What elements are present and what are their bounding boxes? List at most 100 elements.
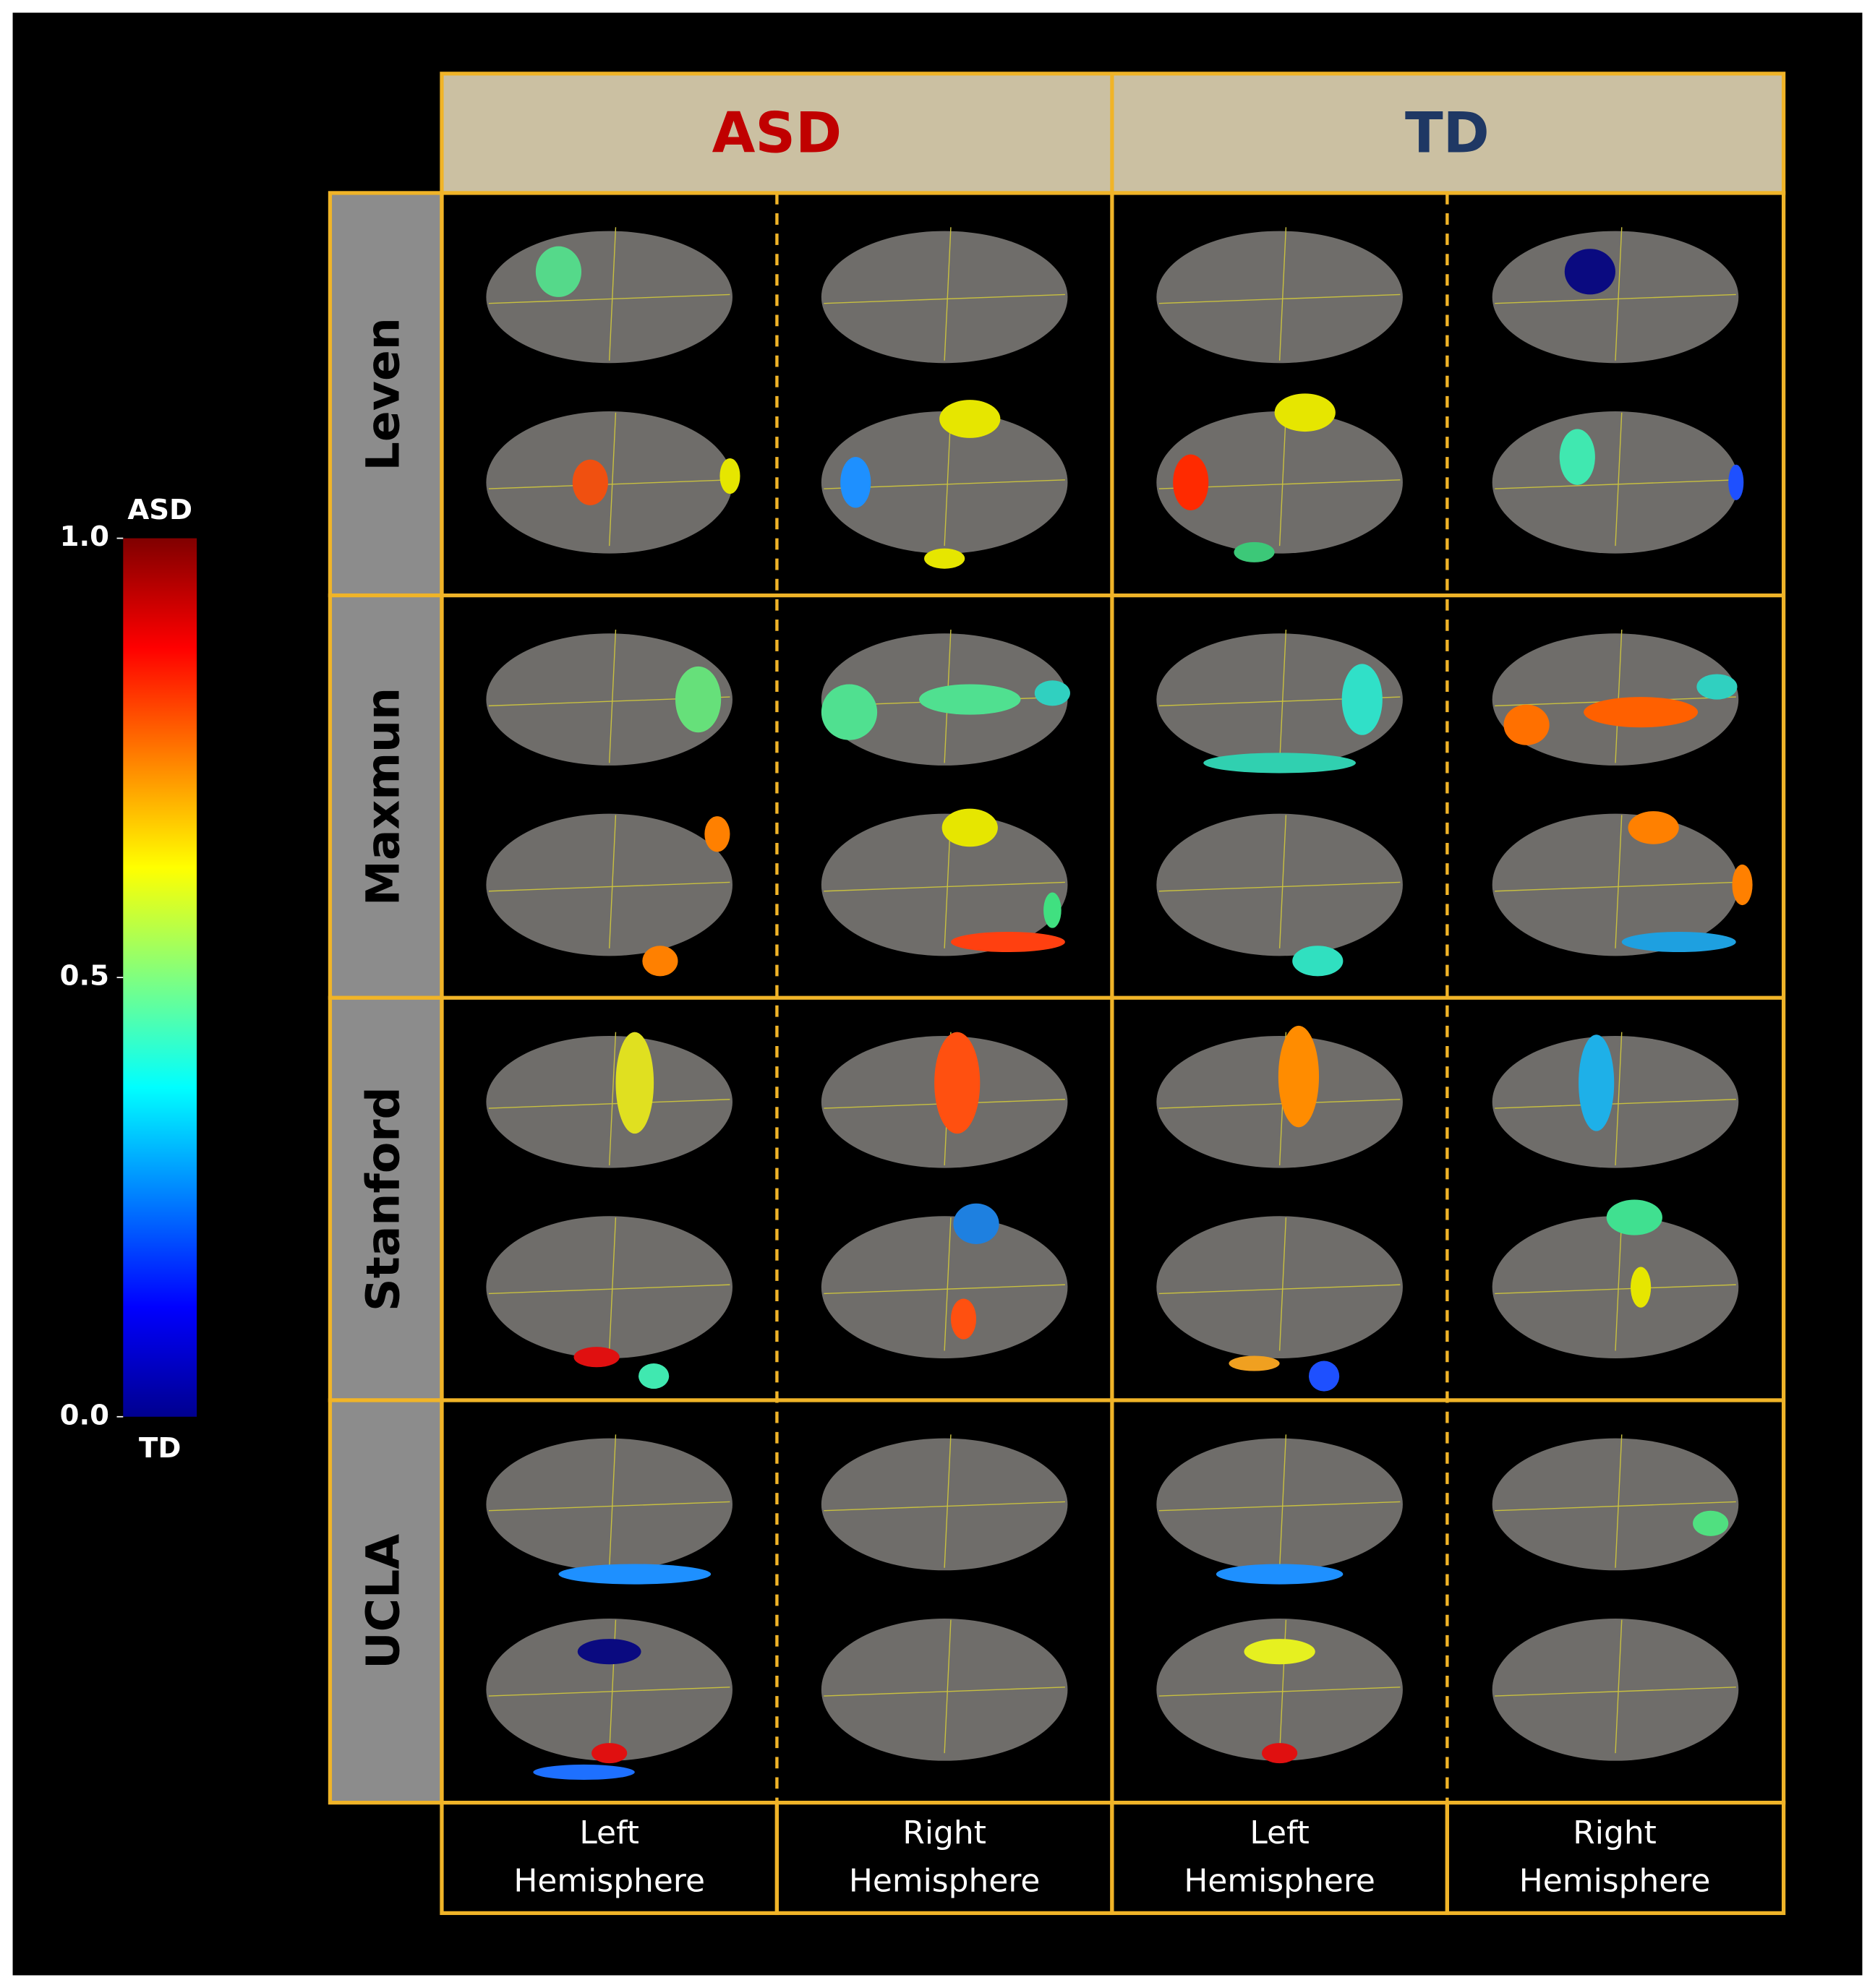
brain-guide [1495, 1099, 1736, 1109]
region [1584, 697, 1699, 728]
column-label: Left Hemisphere [1184, 1814, 1375, 1900]
brain [1156, 633, 1403, 766]
brain-guide [944, 1217, 952, 1351]
region [533, 1764, 635, 1781]
region [1262, 1743, 1298, 1764]
brain [1156, 1618, 1403, 1761]
region [675, 666, 722, 733]
region [950, 931, 1065, 953]
brain-guide [1495, 294, 1736, 304]
brain-guide [824, 294, 1065, 304]
brain-guide [1278, 227, 1287, 361]
brain [1492, 1438, 1739, 1571]
brain-guide [1158, 1687, 1401, 1697]
column-label-box [774, 1800, 1114, 1916]
column-label-box [1110, 1800, 1450, 1916]
region [1034, 680, 1070, 706]
brain-guide [608, 1217, 617, 1351]
region [591, 1743, 628, 1764]
brain-guide [1278, 629, 1287, 763]
brain-guide [608, 1032, 617, 1166]
column-label: Right Hemisphere [848, 1814, 1041, 1900]
region [535, 246, 582, 297]
brain-guide [1278, 1434, 1287, 1568]
brain [1492, 411, 1739, 554]
brain-guide [1158, 294, 1401, 304]
brain [821, 231, 1068, 364]
region [1579, 1034, 1615, 1131]
brain-guide [1278, 1217, 1287, 1351]
region [638, 1363, 670, 1389]
region [1309, 1361, 1340, 1392]
brain-guide [824, 1501, 1065, 1512]
brain [1156, 813, 1403, 956]
brain-guide [488, 1501, 730, 1512]
row-label: Maxmun [356, 687, 409, 906]
brain [1492, 1216, 1739, 1358]
brain-guide [488, 1099, 730, 1109]
brain-guide [1278, 412, 1287, 547]
row-label: Stanford [356, 1087, 409, 1311]
region [704, 816, 730, 852]
region [642, 946, 678, 977]
region [1173, 454, 1209, 510]
region [821, 684, 878, 740]
brain-guide [1615, 1032, 1623, 1166]
region [840, 457, 871, 508]
brain-guide [1495, 1687, 1736, 1697]
region [1732, 864, 1753, 906]
region [1274, 393, 1336, 432]
brain-guide [944, 227, 952, 361]
colorbar-tick-label: 0.5 [60, 960, 109, 993]
region [1229, 1355, 1280, 1371]
region [919, 684, 1021, 715]
brain-guide [488, 294, 730, 304]
region [1216, 1564, 1344, 1585]
brain-guide [608, 815, 617, 948]
brain [1156, 1438, 1403, 1571]
brain [486, 813, 733, 956]
brain-guide [944, 1619, 952, 1754]
column-label-wrap: Left Hemisphere [1184, 1814, 1375, 1900]
row-label-box [328, 593, 444, 1000]
row-label-box [328, 1398, 444, 1805]
colorbar [123, 538, 197, 1417]
brain [486, 1618, 733, 1761]
region [573, 1347, 620, 1368]
column-label: Left Hemisphere [513, 1814, 705, 1900]
brain-guide [608, 629, 617, 763]
column-label-wrap: Right Hemisphere [1519, 1814, 1711, 1900]
brain-guide [824, 1687, 1065, 1697]
region [1244, 1639, 1315, 1665]
brain-guide [1158, 881, 1401, 892]
colorbar-tick-label: 1.0 [60, 520, 109, 553]
region [1621, 931, 1736, 953]
region [1203, 753, 1356, 774]
brain [1156, 411, 1403, 554]
region [719, 458, 740, 494]
brain-guide [824, 881, 1065, 892]
brain-guide [1615, 629, 1623, 763]
region [939, 400, 1001, 438]
brain-guide [1158, 1501, 1401, 1512]
region [1631, 1267, 1652, 1308]
brain-guide [1158, 1284, 1401, 1295]
brain [486, 633, 733, 766]
brain-guide [1615, 227, 1623, 361]
region [1234, 541, 1275, 562]
brain-guide [1495, 1284, 1736, 1295]
brain [1156, 1216, 1403, 1358]
column-label: Right Hemisphere [1519, 1814, 1711, 1900]
brain-guide [488, 881, 730, 892]
column-label-box [1445, 1800, 1786, 1916]
region [1278, 1025, 1320, 1128]
brain-guide [1495, 479, 1736, 489]
brain [486, 1216, 733, 1358]
brain-guide [608, 412, 617, 547]
region [1693, 1510, 1729, 1536]
brain [821, 411, 1068, 554]
brain [486, 231, 733, 364]
row-label: Leven [356, 317, 409, 471]
brain [821, 1618, 1068, 1761]
